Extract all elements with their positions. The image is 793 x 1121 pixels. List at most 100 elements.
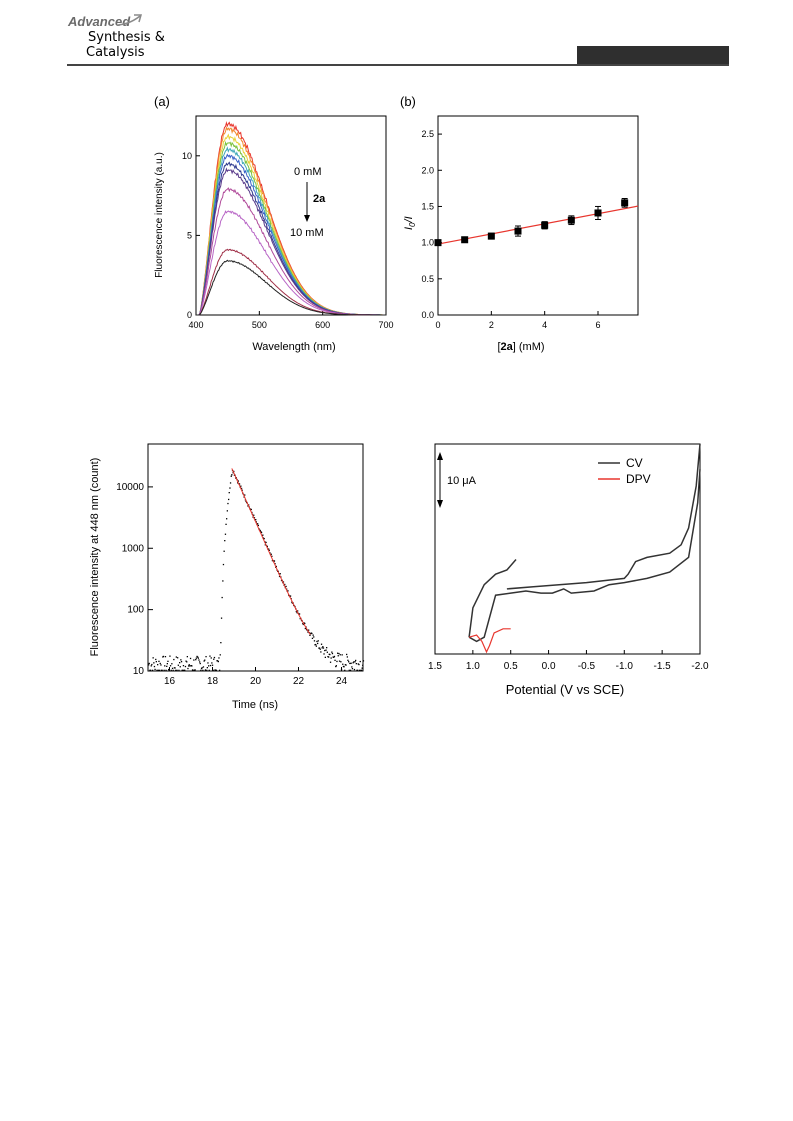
chart-c-data-point xyxy=(179,662,181,664)
chart-c-data-point xyxy=(219,669,221,671)
chart-c-data-point xyxy=(338,660,341,662)
chart-c-data-point xyxy=(210,657,212,659)
chart-b-stern-volmer: (b) 0 2 4 6 0.0 0.5 1.0 1.5 2.0 2.5 [2a] (mM) I0/… xyxy=(400,94,639,353)
chart-c-data-point xyxy=(315,643,317,646)
chart-c-data-point xyxy=(171,667,174,669)
chart-c-xtick-label: 16 xyxy=(164,676,176,687)
chart-c-data-point xyxy=(255,521,257,523)
chart-b-panel-label: (b) xyxy=(400,94,416,109)
chart-c-xlabel: Time (ns) xyxy=(232,699,278,711)
chart-c-data-point xyxy=(177,657,179,659)
chart-c-data-point xyxy=(250,508,252,511)
chart-c-data-point xyxy=(203,660,205,662)
chart-c-data-point xyxy=(259,529,261,532)
chart-c-ylabel: Fluorescence intensity at 448 nm (count) xyxy=(89,458,101,657)
chart-c-data-point xyxy=(233,470,235,473)
legend-dpv-label: DPV xyxy=(626,472,651,486)
chart-c-data-point xyxy=(178,669,180,671)
chart-a-xlabel: Wavelength (nm) xyxy=(252,341,335,353)
chart-b-data-point xyxy=(594,209,602,217)
chart-c-data-point xyxy=(199,661,201,663)
chart-b-data-point xyxy=(567,216,575,224)
chart-c-data-point xyxy=(279,573,281,575)
chart-c-data-point xyxy=(189,665,191,667)
chart-b-ytick-label: 0.0 xyxy=(421,310,434,320)
logo-catalysis: Catalysis xyxy=(86,45,145,60)
chart-c-data-point xyxy=(192,669,194,671)
chart-c-data-point xyxy=(229,482,232,484)
chart-c-ytick-label: 10000 xyxy=(116,482,144,493)
chart-b-ytick-label: 2.5 xyxy=(421,129,434,139)
chart-c-data-point xyxy=(354,661,356,663)
chart-c-data-point xyxy=(349,669,352,671)
cv-curve-upper xyxy=(468,559,517,638)
chart-c-data-point xyxy=(355,659,357,662)
chart-c-data-point xyxy=(260,531,262,533)
chart-c-data-point xyxy=(289,595,292,597)
chart-c-data-point xyxy=(202,669,204,671)
chart-c-data-point xyxy=(195,659,197,661)
chart-c-data-point xyxy=(327,656,329,658)
chart-c-frame xyxy=(147,443,364,672)
chart-a-xtick-label: 700 xyxy=(378,320,393,330)
chart-a-annotation-compound: 2a xyxy=(313,193,326,205)
chart-c-data-point xyxy=(329,661,332,663)
header-bar xyxy=(577,46,729,64)
chart-c-data-point xyxy=(360,669,363,671)
chart-c-data-point xyxy=(304,622,306,625)
chart-c-data-point xyxy=(181,669,183,671)
chart-c-data-point xyxy=(228,492,230,494)
chart-c-data-point xyxy=(207,662,209,664)
chart-b-ytick-label: 1.0 xyxy=(421,238,434,248)
chart-c-data-point xyxy=(163,669,165,671)
chart-c-data-point xyxy=(222,563,225,566)
chart-c-data-point xyxy=(326,647,328,649)
chart-d-scale-arrow-top xyxy=(437,452,443,460)
chart-c-data-point xyxy=(275,565,277,568)
chart-c-data-point xyxy=(331,651,333,653)
chart-c-data-point xyxy=(356,669,358,671)
chart-d-xtick-label: -1.5 xyxy=(654,661,672,672)
chart-c-data-point xyxy=(322,646,324,648)
chart-a-fluorescence-spectra: (a) 400 500 600 700 0 5 10 0 mM 2a 10 mM Wavel… xyxy=(154,94,394,353)
chart-c-data-point xyxy=(337,652,339,654)
chart-c-data-point xyxy=(346,653,348,656)
chart-c-data-point xyxy=(337,655,339,657)
chart-c-data-point xyxy=(227,502,229,505)
chart-c-data-point xyxy=(177,664,179,666)
chart-c-data-point xyxy=(170,669,172,671)
chart-c-data-point xyxy=(202,666,205,668)
chart-c-data-point xyxy=(156,669,158,671)
chart-c-data-point xyxy=(353,668,356,671)
chart-c-data-point xyxy=(308,629,310,631)
chart-c-data-point xyxy=(157,664,159,666)
chart-a-xtick-label: 600 xyxy=(315,320,330,330)
chart-d-xtick-label: -2.0 xyxy=(691,661,709,672)
logo-arrow-icon xyxy=(118,14,142,26)
chart-c-data-point xyxy=(307,631,309,633)
chart-c-data-point xyxy=(318,647,321,649)
chart-a-series-line xyxy=(196,120,386,316)
chart-d-frame xyxy=(434,443,701,655)
chart-c-data-point xyxy=(174,667,176,669)
chart-c-data-point xyxy=(265,541,267,544)
chart-c-data-point xyxy=(324,649,326,652)
chart-c-data-point xyxy=(285,585,287,588)
chart-c-data-point xyxy=(182,665,185,667)
chart-c-data-point xyxy=(240,485,242,487)
chart-c-data-point xyxy=(215,669,217,671)
chart-c-data-point xyxy=(266,546,268,548)
chart-b-data-point xyxy=(461,236,469,244)
logo-advanced: Advanced xyxy=(68,14,131,29)
chart-c-data-point xyxy=(357,669,359,671)
chart-c-xtick-label: 20 xyxy=(250,676,262,687)
chart-b-ytick-label: 2.0 xyxy=(421,165,434,175)
chart-d-xtick-label: 1.5 xyxy=(428,661,442,672)
chart-c-data-point xyxy=(345,664,347,666)
chart-c-data-point xyxy=(211,662,213,664)
chart-c-data-point xyxy=(225,523,227,525)
chart-c-data-point xyxy=(264,544,266,546)
chart-c-data-point xyxy=(309,634,311,636)
chart-c-data-point xyxy=(339,654,341,656)
chart-c-data-point xyxy=(221,596,223,599)
